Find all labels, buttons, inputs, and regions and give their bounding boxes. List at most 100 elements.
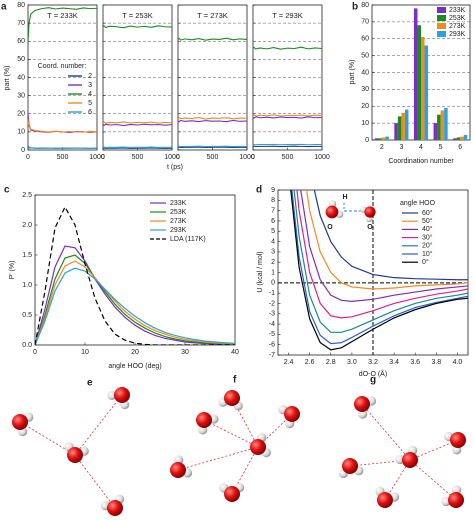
x-tick-label: 20 [131,349,139,356]
x-tick-label: 0 [251,154,255,161]
legend-label: 60° [422,209,433,217]
series-line [28,119,97,133]
series-line [178,116,247,120]
x-tick-label: 4 [419,144,423,151]
series-line [253,46,322,50]
x-axis-label: Coordination number [388,158,454,165]
y-tick-label: 70 [361,19,369,26]
y-tick-label: 6 [271,218,275,225]
series-line [253,114,322,117]
y-tick-label: 20 [361,103,369,110]
subplot-title: T = 233K [47,11,78,20]
x-tick-label: 3.2 [368,359,378,366]
y-tick-label: 80 [17,2,25,9]
y-tick-label: 20 [17,111,25,118]
series-line [300,190,468,302]
x-tick-label: 500 [57,154,69,161]
series-line [28,147,97,149]
y-axis-label: part (%) [349,60,356,85]
oxygen-atom [284,406,300,422]
y-tick-label: 2.5 [22,192,32,199]
bar [424,45,429,140]
panel-label: f [233,375,237,386]
x-axis-label: dO-O (Å) [359,369,387,378]
annotation: H [342,194,347,201]
legend-swatch [437,23,446,29]
oxygen-atom [250,439,266,455]
x-axis-label: t (ps) [167,164,183,171]
x-tick-label: 0 [101,154,105,161]
legend-label: 273K [449,23,466,30]
y-tick-label: 8 [271,197,275,204]
bar [378,138,382,140]
bar [417,25,421,140]
legend-label: 233K [449,7,466,14]
x-tick-label: 3.4 [389,359,399,366]
hbond [231,397,259,448]
hbond [74,394,123,456]
y-tick-label: 0.0 [22,342,32,349]
series-line [103,25,172,29]
legend-label: 3 [88,82,92,89]
bar [440,110,445,140]
y-tick-label: 40 [17,74,25,81]
x-tick-label: 0 [33,349,37,356]
panel-label: b [352,2,358,13]
hbond [409,439,459,461]
legend-label: 253K [449,15,466,22]
legend-label: 30° [422,233,433,241]
y-tick-label: 50 [361,52,369,59]
y-tick-label: 70 [17,20,25,27]
x-tick-label: 1000 [164,154,180,161]
hbond [74,454,116,509]
legend-label: 233K [170,200,187,207]
y-tick-label: 60 [361,36,369,43]
series-line [290,190,468,351]
oxygen-atom [402,452,418,468]
x-tick-label: 500 [282,154,294,161]
legend-label: 10° [422,250,433,258]
legend-label: 293K [170,227,187,234]
y-tick-label: 30 [17,92,25,99]
bar [437,114,441,140]
legend-label: 293K [449,31,466,38]
series-line [28,113,97,133]
hbond [19,421,76,456]
oxygen-atom [196,412,212,428]
hbond [409,459,457,501]
y-tick-label: 3 [271,249,275,256]
oxygen-atom [377,492,393,508]
series-line [35,260,235,345]
bar [413,8,418,140]
bar [421,37,425,140]
y-tick-label: 0.5 [22,312,32,319]
y-tick-label: 1 [271,269,275,276]
y-tick-label: -1 [269,290,275,297]
oxygen-atom [170,462,186,478]
x-tick-label: 3.8 [431,359,441,366]
y-tick-label: -7 [269,352,275,359]
x-tick-label: 1000 [314,154,330,161]
y-tick-label: 50 [17,56,25,63]
series-line [291,190,468,345]
series-line [296,190,468,319]
oxygen-atom [107,500,123,516]
oxygen-atom [114,387,130,403]
bar [385,136,389,140]
x-tick-label: 5 [439,144,443,151]
x-tick-label: 1000 [89,154,105,161]
oxygen-atom [67,447,83,463]
y-tick-label: 30 [361,86,369,93]
y-tick-label: -3 [269,311,275,318]
bar [453,138,457,140]
x-tick-label: 500 [132,154,144,161]
plot-frame [102,4,173,151]
hbond [177,446,259,471]
y-tick-label: 0 [365,137,369,144]
oxygen-atom [342,458,358,474]
panel-label: a [1,2,7,13]
x-tick-label: 0 [176,154,180,161]
bar [374,138,379,140]
series-line [313,190,468,281]
legend-label: 40° [422,225,433,233]
